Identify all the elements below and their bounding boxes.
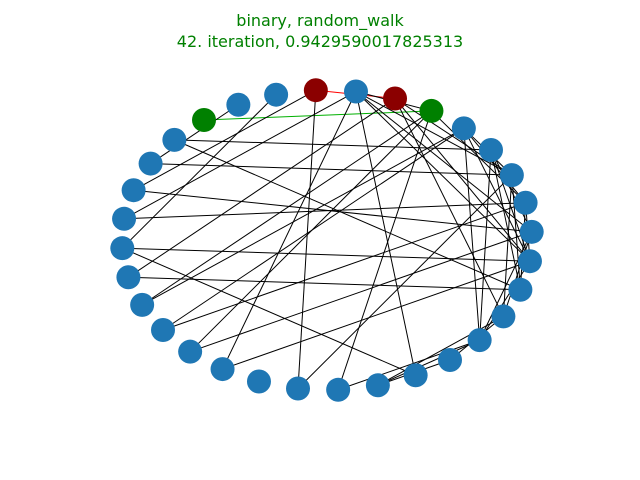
graph-edge: [355, 91, 531, 262]
graph-edge: [222, 91, 357, 370]
graph-edge: [297, 174, 513, 389]
graph-edge: [222, 260, 531, 370]
graph-node: [343, 79, 368, 104]
graph-node: [151, 318, 175, 342]
graph-edge: [133, 189, 532, 233]
highlight-edge: [203, 110, 432, 121]
graph-node: [438, 348, 462, 372]
graph-edge: [162, 127, 465, 331]
graph-edge: [128, 98, 396, 278]
edges-layer: [121, 89, 533, 391]
graph-edge: [174, 139, 521, 291]
graph-node: [210, 357, 235, 382]
graph-edge: [122, 247, 416, 376]
graph-node: [110, 236, 135, 261]
graph-node: [403, 363, 428, 388]
graph-edge: [189, 231, 532, 353]
figure-title: binary, random_walk 42. iteration, 0.942…: [0, 10, 640, 52]
graph-node: [491, 304, 516, 329]
graph-node: [513, 190, 538, 215]
graph-edge: [479, 231, 533, 341]
title-line-2: 42. iteration, 0.9429590017825313: [176, 32, 464, 51]
graph-edge: [174, 139, 492, 151]
graph-edge: [463, 128, 481, 341]
graph-edge: [133, 89, 317, 191]
graph-node: [365, 373, 390, 398]
graph-edge: [297, 90, 317, 389]
graph-node-green: [419, 98, 444, 123]
graph-edge: [502, 175, 513, 317]
graph-edge: [394, 98, 504, 317]
graph-node-green: [192, 108, 216, 132]
graph-edge: [123, 91, 357, 220]
graph-node: [162, 127, 187, 152]
graph-node-red: [383, 86, 408, 111]
graph-edge: [479, 260, 531, 341]
graph-node: [138, 151, 163, 176]
graph-edge: [463, 128, 531, 262]
graph-edge: [128, 276, 521, 291]
graph-edge: [337, 339, 480, 391]
graph-edge: [121, 94, 277, 249]
graph-edge: [150, 163, 512, 176]
graph-edge: [141, 127, 465, 306]
graph-node: [508, 277, 533, 302]
graph-edge: [337, 110, 432, 390]
graph-edge: [355, 91, 513, 176]
graph-node: [121, 178, 146, 203]
graph-edge: [394, 98, 531, 262]
graph-node: [479, 138, 503, 162]
nodes-layer: [110, 78, 544, 402]
graph-node: [112, 206, 137, 231]
graph-edge: [124, 202, 526, 220]
graph-node: [226, 92, 251, 117]
graph-edge: [355, 91, 417, 376]
graph-node: [286, 376, 311, 401]
graph-edge: [377, 339, 480, 386]
graph-edge: [122, 247, 530, 262]
graph-edge: [511, 175, 521, 290]
graph-node: [246, 369, 271, 394]
graph-node: [264, 82, 289, 107]
graph-edge: [355, 91, 533, 233]
graph-node: [116, 265, 141, 290]
graph-edge: [479, 149, 492, 341]
graph-edge: [162, 202, 526, 331]
graph-edge: [150, 104, 239, 164]
graph-node: [519, 219, 544, 244]
graph-node: [451, 116, 476, 141]
graph-edge: [502, 231, 533, 317]
graph-node: [130, 292, 155, 317]
graph-node: [517, 249, 542, 274]
graph-node: [178, 339, 203, 364]
graph-node: [499, 163, 524, 188]
graph-node: [326, 377, 351, 402]
title-line-1: binary, random_walk: [236, 11, 404, 30]
graph-node-red: [303, 78, 328, 103]
graph-edge: [141, 110, 432, 306]
graph-node: [467, 328, 492, 353]
graph-edge: [377, 315, 504, 386]
